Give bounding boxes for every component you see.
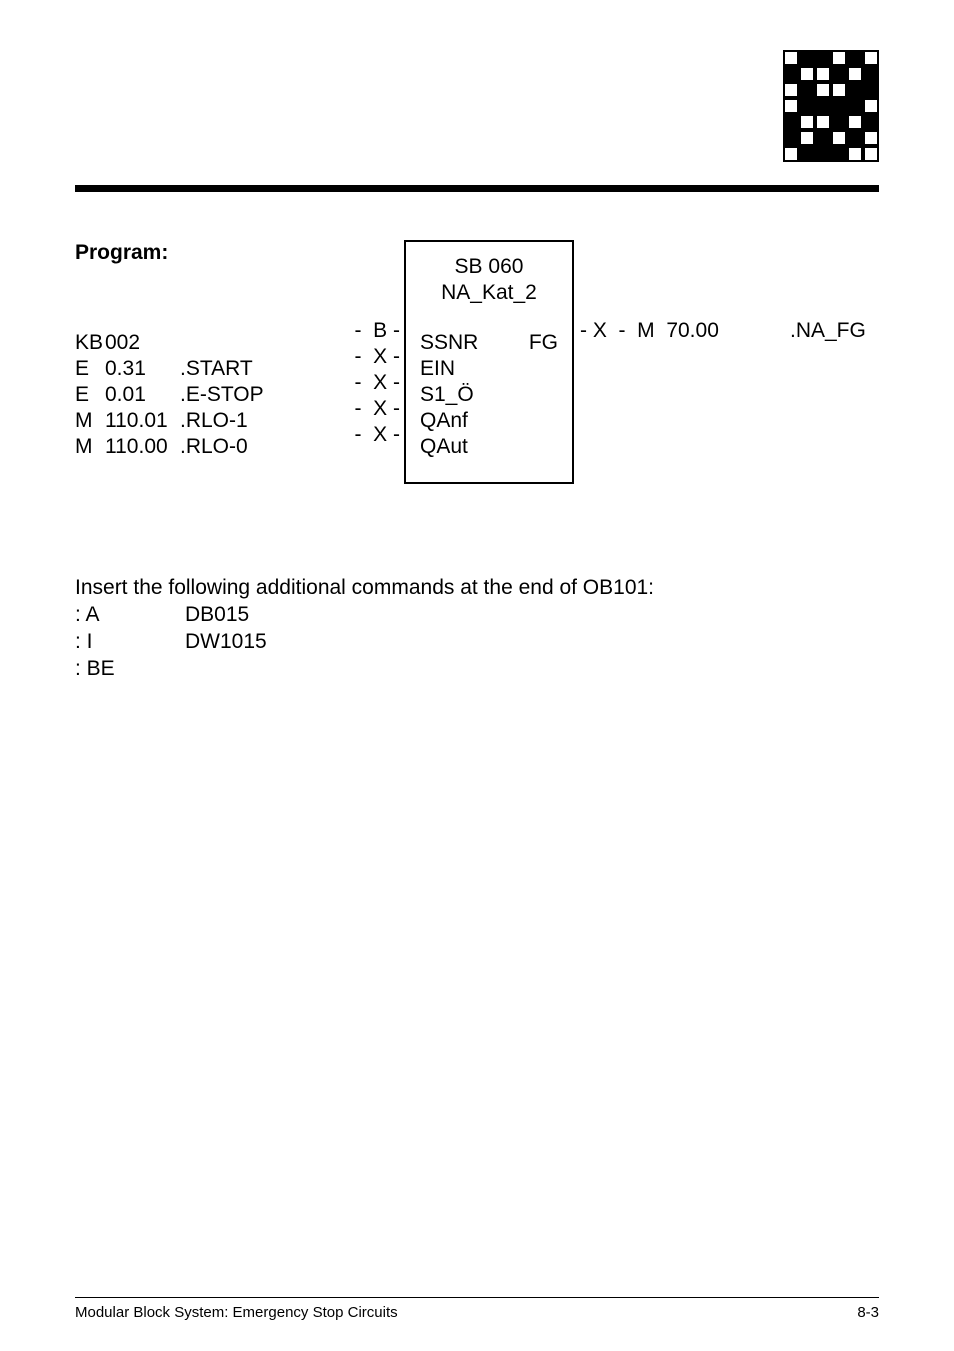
insert-command-row: : ADB015 [75,601,879,628]
insert-command-row: : IDW1015 [75,628,879,655]
page-footer: Modular Block System: Emergency Stop Cir… [75,1297,879,1321]
program-row: M110.01.RLO-1 [75,408,350,434]
program-row: M110.00.RLO-0 [75,434,350,460]
box-title-1: SB 060 [420,254,558,280]
footer-right: 8-3 [857,1304,879,1321]
insert-command-row: : BE [75,655,879,682]
program-row: KB002 [75,330,350,356]
program-row: E0.01.E-STOP [75,382,350,408]
link-connector: - X - [350,344,400,370]
link-connector: - X - [350,422,400,448]
insert-commands-block: Insert the following additional commands… [75,574,879,682]
box-row: QAut [420,434,558,460]
box-row: S1_Ö [420,382,558,408]
program-row: E0.31.START [75,356,350,382]
program-diagram: Program: KB002E0.31.STARTE0.01.E-STOPM11… [75,240,879,484]
function-block-box: SB 060 NA_Kat_2 SSNRFGEINS1_ÖQAnfQAut [404,240,574,484]
box-title-2: NA_Kat_2 [420,280,558,306]
link-connector: - X - [350,396,400,422]
box-row: SSNRFG [420,330,558,356]
box-row: EIN [420,356,558,382]
output-row: - X - M 70.00.NA_FG [580,318,866,344]
footer-left: Modular Block System: Emergency Stop Cir… [75,1304,398,1321]
link-connector: - B - [350,318,400,344]
main-content: Program: KB002E0.31.STARTE0.01.E-STOPM11… [75,240,879,682]
insert-intro: Insert the following additional commands… [75,574,879,601]
header-divider [75,185,879,192]
link-connector: - X - [350,370,400,396]
brand-logo [783,50,879,162]
box-row: QAnf [420,408,558,434]
program-label: Program: [75,240,350,266]
